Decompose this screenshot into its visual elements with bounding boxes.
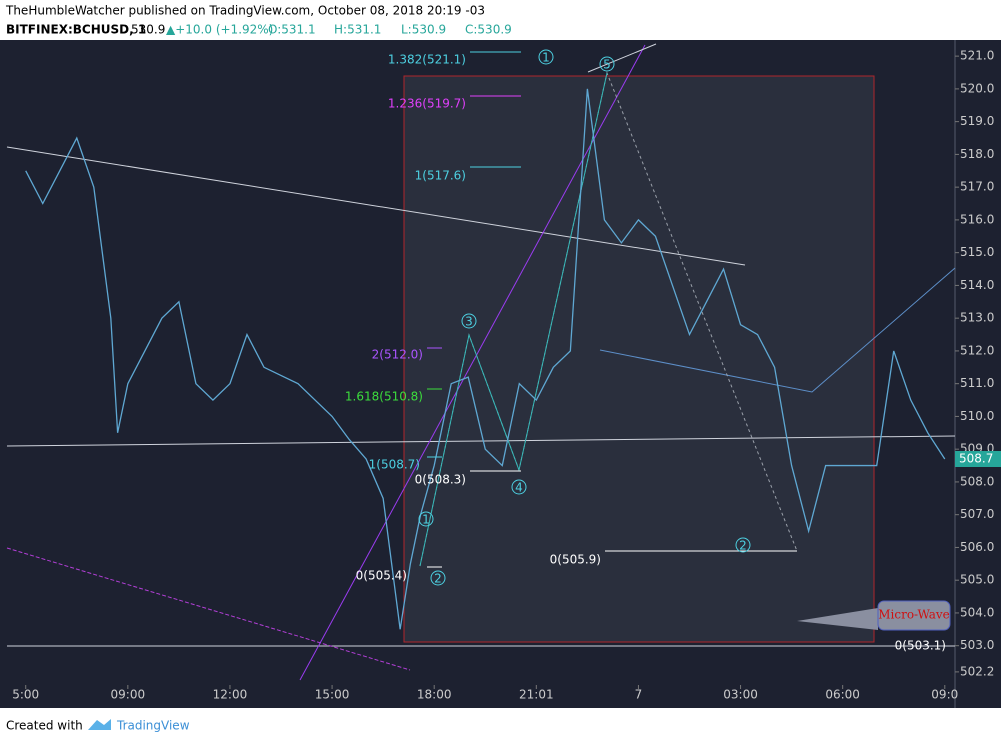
wave-marker (511, 479, 527, 495)
wave-label: 2 (434, 572, 442, 586)
callout-arrow (797, 608, 878, 630)
ohlc-low: L:530.9 (401, 23, 446, 37)
callout-label: Micro-Wave (878, 608, 950, 622)
x-tick-label: 09:0 (931, 688, 958, 702)
wave-marker (461, 313, 477, 329)
footer-brand[interactable]: TradingView (116, 719, 190, 733)
footer-created: Created with (6, 719, 83, 733)
symbol: BITFINEX:BCHUSD, 1 (6, 23, 146, 37)
wave-marker (418, 511, 434, 527)
last-price-label: 508.7 (959, 452, 993, 466)
fib-label: 0(508.3) (415, 473, 466, 487)
wave-path (419, 72, 608, 567)
wave-marker (735, 537, 751, 553)
wave-label: 5 (603, 58, 611, 72)
x-tick-label: 09:00 (111, 688, 146, 702)
wave-label: 3 (465, 315, 473, 329)
y-tick-label: 502.2 (960, 664, 994, 678)
y-tick-label: 520.0 (960, 81, 994, 95)
last-price-tag (955, 451, 1001, 468)
y-tick-label: 513.0 (960, 311, 994, 325)
fib-label: 1(517.6) (415, 169, 466, 183)
fib-label: 1(508.7) (369, 458, 420, 472)
wave-marker (599, 56, 615, 72)
fib-label: 1.618(510.8) (345, 390, 423, 404)
y-tick-label: 519.0 (960, 114, 994, 128)
change: ▲+10.0 (+1.92%) (166, 23, 273, 37)
x-tick-label: 15:00 (315, 688, 350, 702)
callout-box (877, 600, 951, 631)
wave-marker (538, 49, 554, 65)
fib-label: 0(505.4) (356, 569, 407, 583)
x-tick-label: 03:00 (723, 688, 758, 702)
trend-line (6, 146, 746, 266)
y-tick-label: 507.0 (960, 507, 994, 521)
x-tick-label: 12:00 (213, 688, 248, 702)
trend-line (6, 547, 411, 671)
ohlc-open: O:531.1 (268, 23, 316, 37)
wave-marker (430, 570, 446, 586)
x-tick-label: 18:00 (417, 688, 452, 702)
header-bg (0, 0, 1001, 40)
x-tick-label: 06:00 (825, 688, 860, 702)
ohlc-close: C:530.9 (465, 23, 512, 37)
y-tick-label: 510.0 (960, 409, 994, 423)
header-line1: TheHumbleWatcher published on TradingVie… (5, 4, 485, 18)
y-tick-label: 508.0 (960, 474, 994, 488)
last: 530.9 (131, 23, 165, 37)
x-tick-label: 7 (635, 688, 643, 702)
wave-label: 1 (422, 513, 430, 527)
y-tick-label: 503.0 (960, 638, 994, 652)
y-tick-label: 521.0 (960, 49, 994, 63)
fib-label: 1.382(521.1) (388, 53, 466, 67)
y-tick-label: 505.0 (960, 573, 994, 587)
wave-label: 4 (515, 481, 523, 495)
y-tick-label: 518.0 (960, 147, 994, 161)
trend-line (6, 435, 956, 447)
y-tick-label: 517.0 (960, 180, 994, 194)
y-tick-label: 515.0 (960, 245, 994, 259)
logo (88, 719, 111, 730)
fib-label: 0(505.9) (550, 553, 601, 567)
y-tick-label: 506.0 (960, 540, 994, 554)
fib-label: 1.236(519.7) (388, 97, 466, 111)
y-tick-label: 514.0 (960, 278, 994, 292)
wave-label: 1 (542, 51, 550, 65)
x-tick-label: 5:00 (12, 688, 39, 702)
trend-line (299, 44, 646, 681)
y-tick-label: 511.0 (960, 376, 994, 390)
fib-label: 2(512.0) (372, 348, 423, 362)
trend-line (587, 43, 657, 73)
fib-label: 0(503.1) (895, 639, 946, 653)
y-tick-label: 516.0 (960, 212, 994, 226)
ohlc-high: H:531.1 (334, 23, 381, 37)
y-tick-label: 504.0 (960, 605, 994, 619)
x-tick-label: 21:01 (519, 688, 554, 702)
footer-bg (0, 708, 1001, 743)
channel-line (599, 267, 956, 393)
y-tick-label: 512.0 (960, 343, 994, 357)
wave-label: 2 (739, 539, 747, 553)
price-line (25, 88, 946, 630)
